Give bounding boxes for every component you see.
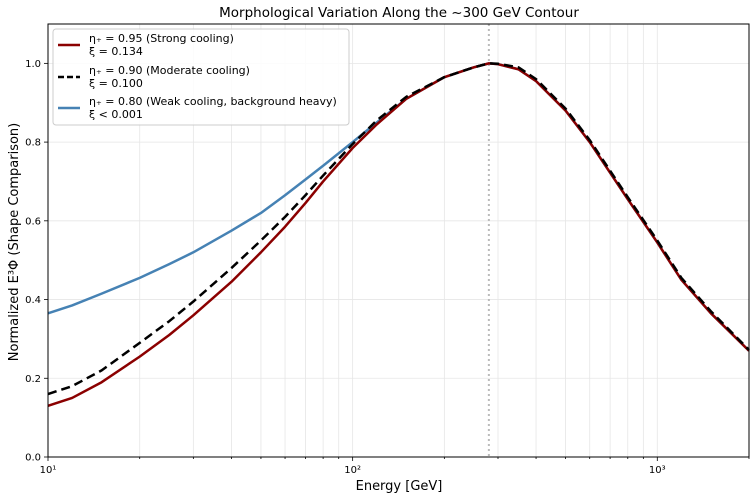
legend: η₊ = 0.95 (Strong cooling)ξ = 0.134 η₊ = … (52, 28, 350, 126)
series-lines (47, 62, 750, 408)
x-tick-label: 10² (344, 465, 361, 476)
x-tick-label: 10³ (649, 465, 666, 476)
y-axis-label: Normalized E³Φ (Shape Comparison) (7, 123, 22, 361)
y-tick-label: 0.2 (25, 374, 41, 385)
x-axis-label: Energy [GeV] (356, 479, 443, 494)
legend-label-3: η₊ = 0.80 (Weak cooling, background heav… (89, 95, 337, 108)
legend-sublabel-1: ξ = 0.134 (89, 45, 143, 58)
series-line-2 (47, 62, 750, 396)
legend-sublabel-2: ξ = 0.100 (89, 77, 143, 90)
y-tick-label: 0.8 (25, 138, 41, 149)
y-tick-label: 0.6 (25, 216, 41, 227)
legend-label-1: η₊ = 0.95 (Strong cooling) (89, 32, 234, 45)
legend-box (52, 28, 350, 126)
legend-sublabel-3: ξ < 0.001 (89, 108, 143, 121)
plot-frame (47, 23, 750, 458)
chart-title: Morphological Variation Along the ~300 G… (219, 5, 579, 21)
x-tick-label: 10¹ (40, 465, 57, 476)
axis-ticks: 10¹ 10² 10³ 0.0 0.2 0.4 0.6 0.8 1.0 (25, 59, 750, 476)
y-tick-label: 1.0 (25, 59, 41, 70)
y-tick-label: 0.4 (25, 295, 41, 306)
series-line-1 (47, 62, 750, 408)
legend-label-2: η₊ = 0.90 (Moderate cooling) (89, 64, 250, 77)
y-tick-label: 0.0 (25, 453, 41, 464)
